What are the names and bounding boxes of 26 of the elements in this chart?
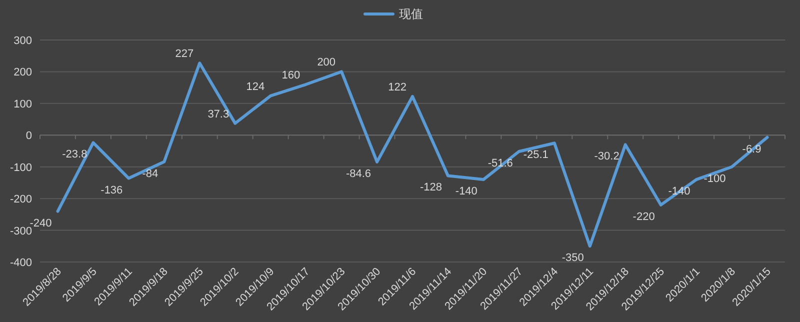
data-label: 124 bbox=[246, 80, 265, 93]
data-label: 37.3 bbox=[208, 108, 230, 120]
data-label: -128 bbox=[420, 182, 442, 194]
data-label: 200 bbox=[317, 56, 336, 69]
data-label: -220 bbox=[632, 210, 655, 223]
y-tick-label: 100 bbox=[14, 98, 32, 110]
data-label: -30.2 bbox=[594, 150, 620, 163]
y-tick-label: -400 bbox=[10, 257, 32, 269]
y-tick-label: -100 bbox=[10, 162, 32, 174]
y-tick-label: 0 bbox=[26, 130, 32, 142]
y-tick-label: -300 bbox=[10, 225, 32, 238]
data-label: 122 bbox=[388, 81, 406, 94]
data-label: -25.1 bbox=[523, 149, 548, 162]
data-label: -140 bbox=[455, 186, 478, 198]
legend: 现值 bbox=[364, 7, 423, 21]
data-label: 227 bbox=[175, 48, 194, 60]
y-tick-label: -200 bbox=[10, 194, 32, 206]
y-tick-label: 300 bbox=[14, 35, 32, 47]
legend-label: 现值 bbox=[399, 7, 423, 21]
data-label: -136 bbox=[100, 184, 123, 196]
data-label: -350 bbox=[562, 252, 584, 264]
data-label: 160 bbox=[282, 69, 300, 82]
data-label: -84 bbox=[142, 168, 158, 180]
data-label: -100 bbox=[704, 172, 726, 185]
y-tick-label: 200 bbox=[14, 66, 32, 79]
data-label: -84.6 bbox=[346, 168, 372, 180]
